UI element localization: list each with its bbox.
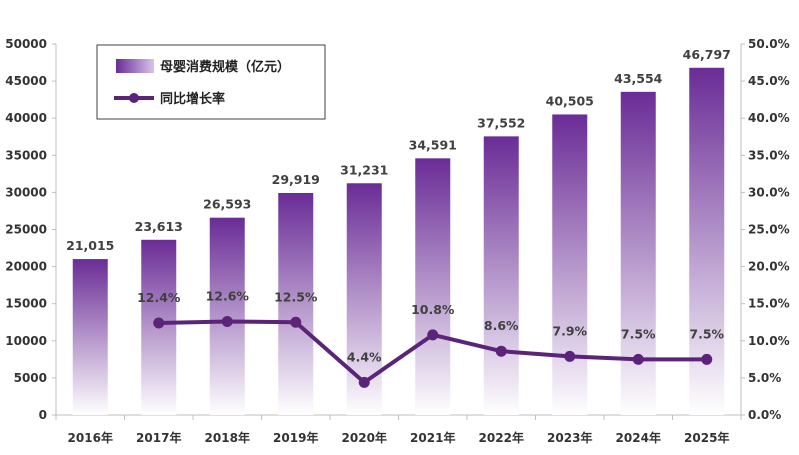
bar-value-label: 40,505 xyxy=(546,93,594,108)
y-right-tick-label: 25.0% xyxy=(748,223,790,237)
line-point xyxy=(358,376,370,388)
x-tick-label: 2021年 xyxy=(410,430,455,445)
bar-value-label: 43,554 xyxy=(614,71,663,86)
bar-value-label: 31,231 xyxy=(340,162,388,177)
y-right-tick-label: 15.0% xyxy=(748,297,790,311)
legend-label-bar: 母婴消费规模（亿元） xyxy=(160,59,290,75)
y-right-tick-label: 5.0% xyxy=(748,371,781,385)
data-labels: 21,015 23,613 26,593 29,919 31,231 34,591 37,5… xyxy=(66,47,731,365)
y-right-tick-label: 0.0% xyxy=(748,408,781,422)
y-left-tick-label: 20000 xyxy=(5,260,47,274)
x-tick-label: 2023年 xyxy=(547,430,592,445)
line-point xyxy=(495,345,507,357)
line-point xyxy=(564,350,576,362)
y-left-tick-label: 30000 xyxy=(5,185,47,199)
legend-swatch-bar xyxy=(116,59,154,73)
line-value-label: 7.9% xyxy=(552,323,587,338)
bar xyxy=(278,193,314,415)
y-left-tick-label: 5000 xyxy=(14,371,47,385)
bar-value-label: 29,919 xyxy=(272,172,320,187)
y-right-tick-label: 20.0% xyxy=(748,260,790,274)
y-left-tick-label: 50000 xyxy=(5,37,47,51)
x-tick-label: 2022年 xyxy=(479,430,524,445)
line-value-label: 7.5% xyxy=(621,326,656,341)
bar-value-label: 23,613 xyxy=(135,219,183,234)
x-tick-label: 2025年 xyxy=(684,430,729,445)
bar xyxy=(483,136,519,415)
y-left-tick-label: 10000 xyxy=(5,334,47,348)
line-series xyxy=(153,316,713,388)
y-left-tick-label: 25000 xyxy=(5,223,47,237)
bar-value-label: 21,015 xyxy=(66,238,114,253)
bar-value-label: 34,591 xyxy=(409,137,457,152)
y-left-tick-label: 0 xyxy=(39,408,47,422)
bar xyxy=(415,158,451,415)
line-point xyxy=(701,353,713,365)
line-value-label: 12.5% xyxy=(274,289,318,304)
y-right-tick-label: 50.0% xyxy=(748,37,790,51)
y-left-tick-label: 40000 xyxy=(5,111,47,125)
y-right-tick-label: 10.0% xyxy=(748,334,790,348)
legend: 母婴消费规模（亿元） 同比增长率 xyxy=(96,44,326,120)
y-right-tick-label: 45.0% xyxy=(748,74,790,88)
line-point xyxy=(221,316,233,328)
line-value-label: 12.4% xyxy=(137,290,181,305)
y-right-tick-label: 30.0% xyxy=(748,185,790,199)
y-right-tick-label: 40.0% xyxy=(748,111,790,125)
line-value-label: 7.5% xyxy=(689,326,724,341)
bar-series xyxy=(72,67,725,416)
legend-box xyxy=(96,44,326,120)
line-point xyxy=(427,329,439,341)
x-tick-label: 2017年 xyxy=(136,430,181,445)
line-point xyxy=(632,353,644,365)
line-value-label: 12.6% xyxy=(206,289,250,304)
line-value-label: 8.6% xyxy=(484,318,519,333)
x-tick-label: 2016年 xyxy=(68,430,113,445)
axes: 0 5000 10000 15000 20000 25000 30000 35000 40000… xyxy=(5,37,789,445)
bar xyxy=(620,91,656,416)
y-left-tick-label: 15000 xyxy=(5,297,47,311)
bar xyxy=(72,259,108,415)
bar-value-label: 26,593 xyxy=(203,197,251,212)
line-value-label: 10.8% xyxy=(411,302,455,317)
x-tick-label: 2020年 xyxy=(342,430,387,445)
y-right-tick-label: 35.0% xyxy=(748,148,790,162)
bar-value-label: 37,552 xyxy=(477,115,525,130)
y-left-tick-label: 35000 xyxy=(5,148,47,162)
x-tick-label: 2019年 xyxy=(273,430,318,445)
bar xyxy=(552,114,588,415)
legend-swatch-marker xyxy=(129,93,139,103)
x-tick-label: 2024年 xyxy=(616,430,661,445)
bar-value-label: 46,797 xyxy=(683,47,731,62)
line-point xyxy=(153,317,165,329)
line-point xyxy=(290,316,302,328)
line-value-label: 4.4% xyxy=(347,349,382,364)
y-left-tick-label: 45000 xyxy=(5,74,47,88)
legend-label-line: 同比增长率 xyxy=(160,91,225,107)
x-tick-label: 2018年 xyxy=(205,430,250,445)
